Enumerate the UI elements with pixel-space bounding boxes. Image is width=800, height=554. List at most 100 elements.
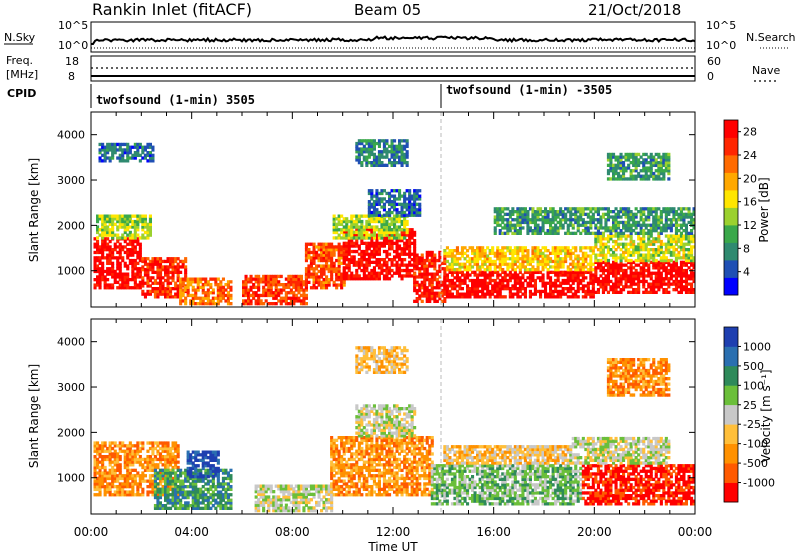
data-cell — [370, 230, 374, 235]
data-cell — [403, 200, 407, 204]
data-cell — [521, 218, 525, 222]
data-cell — [669, 274, 673, 278]
data-cell — [360, 252, 364, 256]
data-cell — [393, 152, 397, 157]
data-cell — [486, 254, 490, 258]
data-cell — [551, 281, 555, 285]
data-cell — [141, 465, 145, 470]
data-cell — [390, 268, 394, 273]
data-cell — [478, 249, 482, 253]
data-cell — [493, 207, 497, 211]
data-cell — [204, 302, 208, 306]
data-cell — [304, 277, 308, 281]
data-cell — [377, 161, 381, 165]
data-cell — [513, 273, 517, 277]
data-cell — [634, 290, 638, 294]
data-cell — [330, 272, 334, 276]
data-cell — [121, 236, 125, 240]
data-cell — [332, 245, 336, 249]
data-cell — [113, 148, 117, 152]
data-cell — [516, 218, 520, 222]
data-cell — [267, 302, 271, 306]
data-cell — [141, 446, 145, 451]
data-cell — [662, 163, 666, 167]
data-cell — [453, 249, 457, 253]
data-cell — [667, 268, 671, 273]
data-cell — [345, 247, 349, 251]
data-cell — [282, 285, 286, 289]
data-cell — [554, 218, 558, 222]
data-cell — [647, 177, 651, 181]
data-cell — [372, 274, 376, 278]
data-cell — [669, 277, 673, 281]
data-cell — [179, 280, 183, 284]
data-cell — [252, 293, 256, 298]
data-cell — [179, 285, 183, 289]
data-cell — [128, 485, 132, 489]
data-cell — [350, 255, 354, 259]
data-cell — [345, 225, 349, 229]
data-cell — [123, 230, 127, 235]
data-cell — [93, 474, 97, 478]
data-cell — [156, 268, 160, 272]
data-cell — [491, 278, 495, 283]
data-cell — [315, 267, 319, 271]
data-cell — [614, 155, 618, 159]
data-cell — [176, 257, 180, 261]
data-cell — [342, 230, 346, 235]
data-cell — [559, 207, 563, 211]
data-cell — [307, 275, 311, 279]
data-cell — [395, 260, 399, 264]
data-cell — [639, 242, 643, 246]
data-cell — [591, 287, 595, 291]
data-cell — [521, 292, 525, 296]
data-cell — [143, 295, 147, 299]
data-cell — [224, 299, 228, 303]
data-cell — [652, 279, 656, 284]
data-cell — [644, 248, 648, 252]
data-cell — [536, 207, 540, 211]
data-cell — [393, 158, 397, 162]
colorbar-swatch — [724, 155, 738, 173]
data-cell — [131, 153, 135, 157]
data-cell — [569, 207, 573, 211]
data-cell — [365, 266, 369, 270]
data-cell — [511, 231, 515, 235]
data-cell — [345, 241, 349, 245]
data-cell — [589, 276, 593, 280]
data-cell — [148, 278, 152, 283]
data-cell — [146, 233, 150, 237]
data-cell — [544, 249, 548, 253]
data-cell — [121, 233, 125, 237]
data-cell — [624, 223, 628, 227]
data-cell — [116, 460, 120, 464]
data-cell — [116, 148, 120, 152]
data-cell — [528, 289, 532, 294]
data-cell — [340, 283, 344, 287]
data-cell — [176, 292, 180, 296]
data-cell — [667, 207, 671, 211]
data-cell — [642, 237, 646, 241]
data-cell — [498, 265, 502, 269]
data-cell — [657, 285, 661, 289]
data-cell — [136, 457, 140, 462]
data-cell — [516, 254, 520, 258]
data-cell — [513, 278, 517, 283]
data-cell — [491, 259, 495, 264]
data-cell — [609, 226, 613, 230]
data-cell — [654, 250, 658, 255]
data-cell — [398, 271, 402, 275]
data-cell — [649, 207, 653, 211]
data-cell — [393, 202, 397, 206]
data-cell — [111, 228, 115, 232]
data-cell — [382, 163, 386, 167]
data-cell — [372, 144, 376, 148]
data-cell — [672, 274, 676, 278]
data-cell — [111, 248, 115, 252]
data-cell — [629, 271, 633, 275]
data-cell — [96, 487, 100, 491]
data-cell — [586, 262, 590, 266]
data-cell — [148, 276, 152, 280]
data-cell — [320, 245, 324, 249]
data-cell — [496, 284, 500, 288]
